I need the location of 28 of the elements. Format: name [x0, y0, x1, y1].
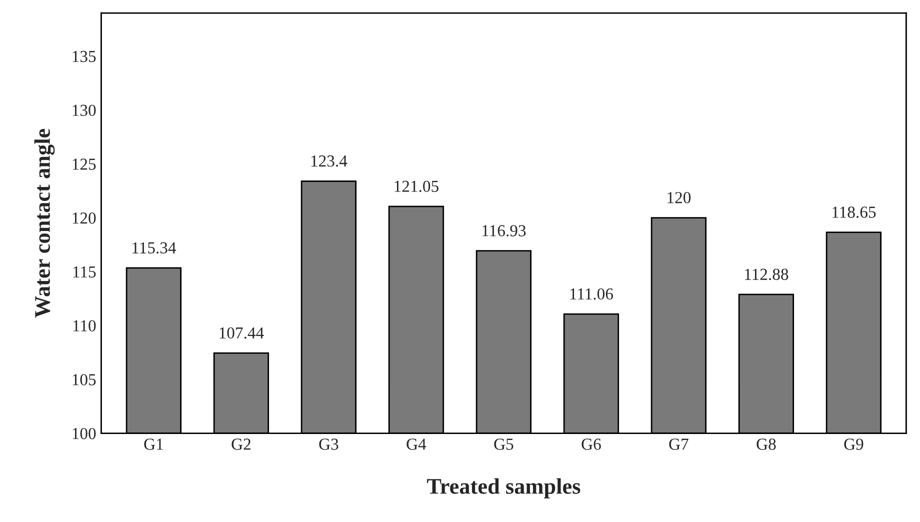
data-label: 116.93 [482, 225, 526, 236]
y-tick-label: 110 [73, 320, 96, 332]
data-label: 111.06 [570, 288, 613, 300]
x-tick-label: G5 [494, 438, 514, 450]
data-label: 115.34 [132, 242, 176, 254]
y-tick-label: 115 [73, 266, 96, 278]
x-tick-label: G2 [232, 438, 250, 450]
data-label: 121.05 [394, 180, 438, 192]
x-axis-title: Treated samples [426, 478, 580, 498]
y-tick-label: 105 [72, 374, 96, 386]
data-label: 107.44 [220, 327, 264, 339]
y-axis-title: Water contact angle [34, 128, 55, 318]
x-tick-label: G4 [406, 438, 426, 450]
data-label: 123.4 [311, 155, 348, 167]
data-label: 118.65 [832, 206, 876, 218]
x-tick-label: G1 [144, 438, 163, 450]
data-label: 120 [668, 192, 691, 204]
y-tick-label: 120 [72, 212, 96, 224]
data-label: 112.88 [745, 268, 788, 280]
x-tick-label: G9 [844, 438, 864, 450]
y-tick-label: 125 [72, 158, 96, 170]
x-tick-label: G7 [669, 438, 688, 450]
y-tick-label: 135 [72, 50, 96, 62]
x-tick-label: G3 [319, 438, 338, 450]
x-tick-label: G8 [756, 438, 776, 450]
x-tick-label: G6 [582, 438, 601, 450]
y-tick-label: 130 [72, 104, 96, 116]
y-tick-label: 100 [72, 428, 96, 440]
